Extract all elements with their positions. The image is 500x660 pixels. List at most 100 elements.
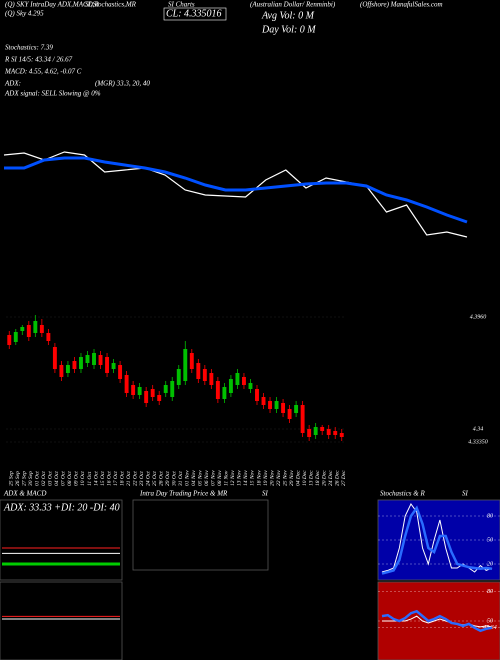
x-tick-label: 30 Sep [28,471,34,487]
candle-body [320,427,325,431]
stat: Stochastics: 7.39 [5,44,53,52]
candle-body [189,353,194,369]
x-tick-label: 08 Oct [67,471,73,486]
candle-body [281,403,286,413]
panel-frame [0,499,123,581]
stat: ADX signal: SELL Slowing @ 0% [4,90,101,98]
candle-body [170,381,175,397]
x-tick-label: 07 Oct [61,471,67,486]
series-line [381,505,493,575]
x-tick-label: 25 Sep [9,471,15,486]
x-tick-label: 16 Oct [106,471,112,486]
candle-body [157,395,162,401]
candle-body [196,363,201,379]
candle-body [72,361,77,369]
x-tick-label: 29 Nov [289,470,295,486]
candle-body [79,357,83,369]
x-tick-label: 22 Nov [276,470,282,486]
candle-body [144,391,149,403]
candle-body [105,357,110,373]
x-tick-label: 07 Nov [211,470,217,486]
x-tick-label: 20 Dec [321,470,327,486]
candle-body [65,365,70,373]
x-tick-label: 22 Oct [132,471,138,486]
stat: MACD: 4.55, 4.62, -0.07 C [4,68,82,76]
candle-body [241,377,246,385]
close-box [163,7,227,21]
avg-vol: Avg Vol: 0 M [261,10,315,21]
candle-body [33,321,38,333]
candle-body [215,381,220,399]
candle-body [98,355,103,365]
close-value: CL: 4.335016 [166,8,222,19]
x-tick-label: 30 Oct [172,471,178,487]
candle-body [13,332,18,342]
x-tick-label: 06 Nov [204,470,210,486]
day-vol: Day Vol: 0 M [261,24,316,35]
x-tick-label: 15 Nov [250,470,256,486]
candle-body [202,369,207,381]
stat: ADX: [4,80,21,88]
y-tick-label: 50 [487,618,493,624]
y-tick-label: 4.34 [473,425,484,432]
x-tick-label: 27 Dec [341,470,347,486]
candle-body [26,325,31,337]
x-tick-label: 18 Nov [256,470,262,486]
panel-title: ADX & MACD [3,490,46,498]
x-tick-label: 12 Nov [230,470,236,486]
candle-body [39,325,44,333]
x-tick-label: 29 Oct [165,471,171,486]
x-tick-label: 15 Oct [100,471,106,486]
x-tick-label: 03 Oct [48,471,54,486]
candle-body [209,373,214,385]
candle-body [176,369,181,385]
candle-body [85,355,90,363]
x-tick-label: 01 Oct [35,471,41,486]
candle-body [248,383,253,389]
candle-body [131,385,136,395]
candle-body [300,405,305,433]
x-tick-label: 28 Oct [158,471,164,486]
y-tick-label: 80 [487,589,493,595]
candle-body [255,389,259,401]
header-title: (Australian Dollar/ Renminbi) [250,1,336,9]
y-tick-label: 80 [487,513,493,519]
candle-body [268,401,272,409]
candle-body [92,353,96,365]
candle-body [118,365,123,379]
candle-body [46,333,51,341]
panel-title: SI [262,490,269,498]
series-line [4,156,468,224]
x-tick-label: 31 Oct [178,471,184,487]
y-tick-label: 4.33350 [468,438,488,445]
candle-body [326,429,331,435]
x-tick-label: 02 Oct [41,471,47,486]
x-tick-label: 04 Oct [53,471,60,486]
x-tick-label: 17 Oct [113,471,119,486]
candle-body [150,389,155,397]
x-tick-label: 25 Nov [282,470,288,486]
stat: R SI 14/5: 43.34 / 26.67 [4,56,73,64]
candle-body [274,401,279,409]
candle-body [163,385,168,393]
x-tick-label: 24 Oct [144,471,151,486]
candle-body [124,375,129,393]
x-tick-label: 11 Nov [224,470,230,486]
candle-body [20,327,25,331]
x-tick-label: 11 Oct [87,471,93,486]
series-line [3,151,468,238]
candle-body [183,349,188,381]
panel-frame [132,499,269,571]
x-tick-label: 14 Oct [92,471,99,486]
candle-body [7,335,12,345]
candle-body [137,387,142,395]
x-tick-label: 24 Dec [327,470,334,486]
x-tick-label: 13 Dec [308,470,314,486]
y-tick-label: 4.3960 [470,313,487,320]
x-tick-label: 23 Oct [139,471,145,486]
candle-body [228,379,233,393]
candle-body [235,373,240,385]
candle-body [111,363,116,369]
x-tick-label: 27 Sep [22,471,28,486]
